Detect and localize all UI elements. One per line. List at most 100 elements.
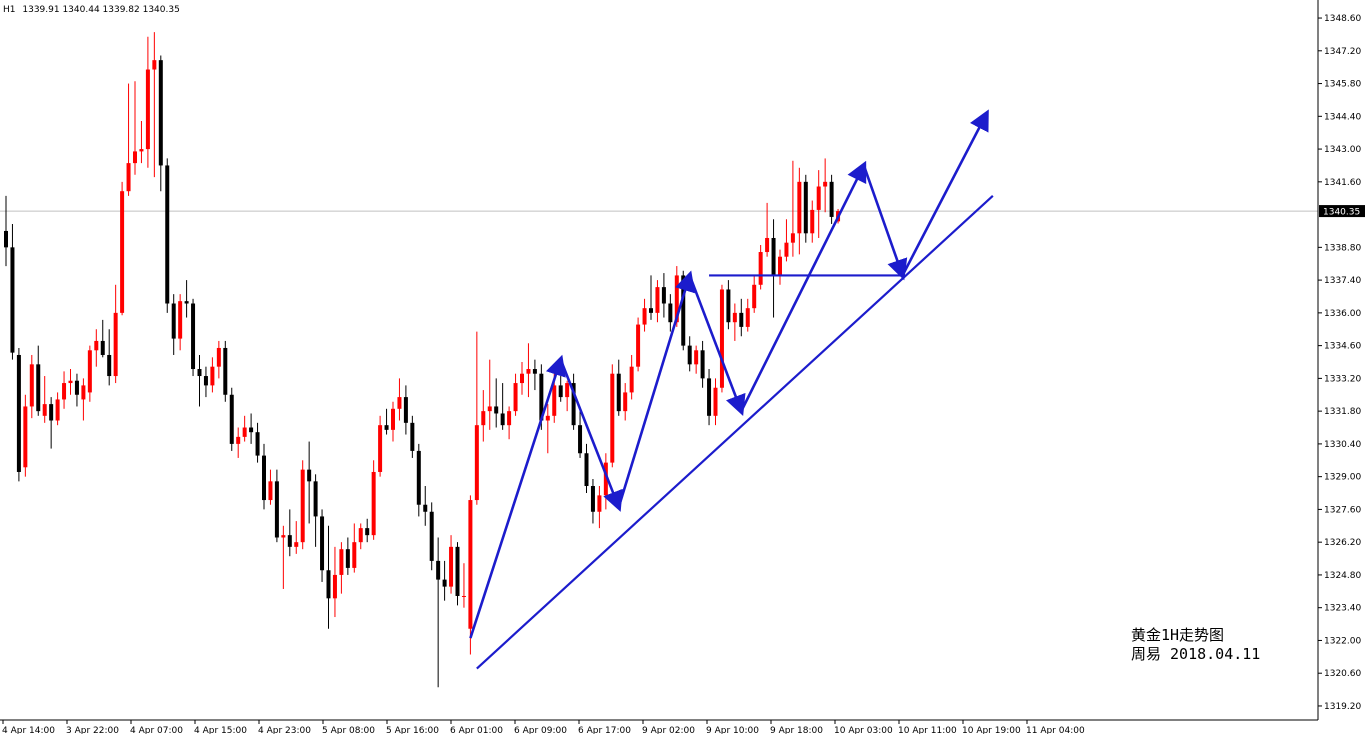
candle <box>197 354 202 407</box>
y-tick-label: 1343.00 <box>1324 145 1361 155</box>
candle <box>10 223 15 360</box>
candle <box>358 523 363 550</box>
candle-body <box>778 256 782 276</box>
candle-body <box>255 432 260 456</box>
candle-body <box>623 392 628 412</box>
candle-body <box>229 394 234 444</box>
candle <box>281 525 286 589</box>
candle <box>249 413 254 444</box>
candles-layer <box>4 32 841 688</box>
candle <box>513 373 518 416</box>
y-tick-label: 1347.20 <box>1324 47 1361 57</box>
candle-body <box>410 422 415 451</box>
x-tick-label: 10 Apr 03:00 <box>834 726 893 734</box>
candle-body <box>571 383 576 426</box>
candle-body <box>397 397 402 409</box>
candle-body <box>320 516 325 571</box>
candle <box>255 422 260 463</box>
y-tick-label: 1331.80 <box>1324 407 1361 417</box>
candle-body <box>268 481 273 501</box>
candle-body <box>113 312 118 377</box>
candle-body <box>532 369 537 374</box>
candle-body <box>74 380 79 395</box>
candle <box>474 331 479 505</box>
candle <box>765 202 770 257</box>
candle <box>300 460 305 550</box>
wave-arrow <box>617 270 696 508</box>
candle-body <box>707 378 712 416</box>
candle-body <box>191 303 196 370</box>
x-tick-label: 6 Apr 01:00 <box>450 726 503 734</box>
candle-body <box>281 535 286 538</box>
y-tick-label: 1345.80 <box>1324 80 1361 90</box>
candle <box>623 383 628 421</box>
candle <box>94 329 99 367</box>
x-tick-label: 3 Apr 22:00 <box>66 726 119 734</box>
candle <box>487 359 492 430</box>
candle-body <box>494 406 499 414</box>
candle-body <box>313 481 318 517</box>
candle-body <box>178 301 183 339</box>
wave-arrow <box>862 165 908 281</box>
candle-body <box>171 303 176 339</box>
candle <box>694 345 699 374</box>
candle-body <box>294 542 299 547</box>
candle-body <box>81 385 86 400</box>
candle <box>436 537 441 688</box>
current-price-label: 1340.35 <box>1323 208 1360 218</box>
x-tick-label: 5 Apr 16:00 <box>386 726 439 734</box>
candle-body <box>513 383 518 412</box>
candle <box>642 298 647 332</box>
candle-body <box>552 385 557 416</box>
candle <box>410 415 415 458</box>
candle <box>455 542 460 606</box>
candle-body <box>16 354 21 472</box>
candle-body <box>810 209 815 234</box>
candle-body <box>500 413 505 426</box>
candle <box>223 340 228 402</box>
candle <box>442 560 447 601</box>
y-tick-label: 1344.40 <box>1324 112 1361 122</box>
candle <box>687 336 692 372</box>
y-tick-label: 1323.40 <box>1324 604 1361 614</box>
candle <box>558 376 563 402</box>
candle-body <box>55 399 60 421</box>
candle-body <box>133 151 137 164</box>
candle <box>449 535 454 594</box>
candle <box>429 502 434 571</box>
candle <box>790 160 795 257</box>
candle <box>778 249 782 285</box>
candle-body <box>816 186 821 210</box>
candle-body <box>242 427 247 437</box>
candle <box>74 373 79 407</box>
candle-body <box>616 373 621 412</box>
candle-body <box>765 237 770 253</box>
y-tick-label: 1327.60 <box>1324 505 1361 515</box>
candle <box>313 474 318 547</box>
candle <box>320 509 325 582</box>
candle <box>391 401 395 442</box>
y-tick-label: 1333.20 <box>1324 374 1361 384</box>
candle <box>784 219 789 262</box>
candle <box>526 343 531 398</box>
projection-arrow <box>901 109 989 277</box>
candle-body <box>429 511 434 561</box>
candle-body <box>145 69 150 150</box>
candle <box>87 345 92 402</box>
candle <box>352 523 357 573</box>
candle <box>171 294 176 355</box>
candle-body <box>784 242 789 257</box>
candle <box>629 354 634 400</box>
candle <box>158 55 163 192</box>
candle-body <box>545 415 550 421</box>
y-tick-label: 1322.00 <box>1324 636 1361 646</box>
candle <box>500 383 505 430</box>
candle-body <box>790 233 795 243</box>
candle-body <box>326 570 331 599</box>
candle-body <box>274 481 279 538</box>
candle <box>797 167 802 255</box>
candle-body <box>629 366 634 393</box>
candle-body <box>610 373 615 463</box>
